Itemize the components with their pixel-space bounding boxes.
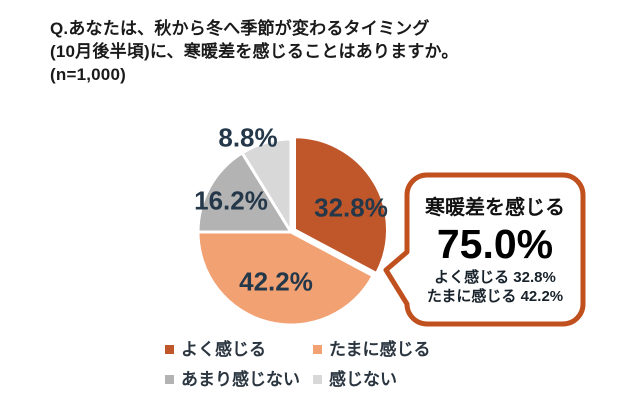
slice-label-tamani: 42.2% [239,266,313,297]
pie-slice-1 [196,230,375,327]
pie-slice-2 [196,151,293,234]
pie-slices [196,135,389,327]
legend-item-1: たまに感じる [313,341,431,358]
slice-label-kanjinai: 8.8% [218,122,278,153]
legend-item-2: あまり感じない [165,371,313,388]
legend-item-3: 感じない [313,371,431,388]
survey-question-line2: (10月後半頃)に、寒暖差を感じることはありますか。 [50,42,459,61]
pie-slice-0 [293,135,389,276]
sample-size: (n=1,000) [50,65,126,84]
legend-swatch-icon [313,375,322,384]
legend-item-0: よく感じる [165,341,313,358]
pie-slice-3 [240,137,293,234]
slice-label-yoku: 32.8% [314,192,388,223]
legend-swatch-icon [313,345,322,354]
legend-swatch-icon [165,345,174,354]
legend-label: たまに感じる [329,340,431,359]
survey-question-line1: Q.あなたは、秋から冬へ季節が変わるタイミング [50,19,430,38]
speech-bubble [383,172,586,327]
survey-question: Q.あなたは、秋から冬へ季節が変わるタイミング (10月後半頃)に、寒暖差を感じ… [50,17,459,86]
legend-label: 感じない [329,370,397,389]
slice-label-amari: 16.2% [194,185,268,216]
legend-swatch-icon [165,375,174,384]
legend-label: あまり感じない [181,370,300,389]
legend-label: よく感じる [181,340,266,359]
legend: よく感じる たまに感じるあまり感じない 感じない [165,341,431,388]
